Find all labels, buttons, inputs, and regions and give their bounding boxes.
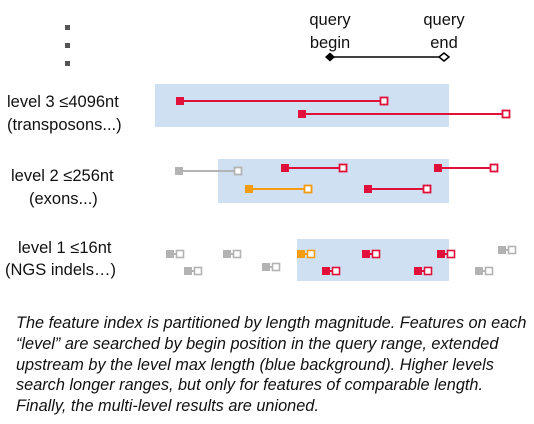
query-end-marker [437, 52, 451, 62]
level-2-subtitle: (exons...) [29, 190, 98, 208]
level-3-search-range [155, 84, 449, 127]
query-begin-label-line2: begin [310, 34, 350, 52]
level-2-feature [434, 163, 499, 173]
level-3-feature [298, 109, 511, 119]
level-2-feature [175, 166, 243, 176]
query-begin-label-line1: query [309, 11, 351, 29]
level-2-feature [281, 163, 348, 173]
level-2-feature [245, 184, 313, 194]
query-begin-marker [325, 52, 335, 62]
level-2-search-range [218, 159, 449, 203]
level-3-subtitle: (transposons...) [7, 116, 122, 134]
level-1-feature [475, 266, 494, 276]
level-1-feature [498, 245, 517, 255]
level-1-feature [166, 249, 185, 259]
query-end-label-line2: end [430, 34, 458, 52]
level-3-feature [176, 96, 389, 106]
level-1-feature [262, 262, 281, 272]
level-2-feature [364, 184, 432, 194]
level-1-feature [184, 266, 203, 276]
query-end-label-line1: query [423, 11, 465, 29]
level-1-feature [223, 249, 242, 259]
query-range-arrow [325, 52, 451, 62]
level-1-feature [414, 266, 433, 276]
level-2-title: level 2 ≤256nt [11, 167, 114, 185]
level-1-title: level 1 ≤16nt [18, 239, 112, 257]
index-diagram: query begin query end level 3 ≤4096nt (t… [5, 11, 517, 281]
level-1-subtitle: (NGS indels…) [5, 261, 116, 279]
level-1-feature [297, 249, 316, 259]
level-1-feature [437, 249, 456, 259]
level-1-feature [322, 266, 341, 276]
level-1-feature [362, 249, 381, 259]
figure-caption: The feature index is partitioned by leng… [16, 314, 527, 416]
level-3-title: level 3 ≤4096nt [7, 93, 119, 111]
ellipsis-dots [65, 25, 70, 66]
